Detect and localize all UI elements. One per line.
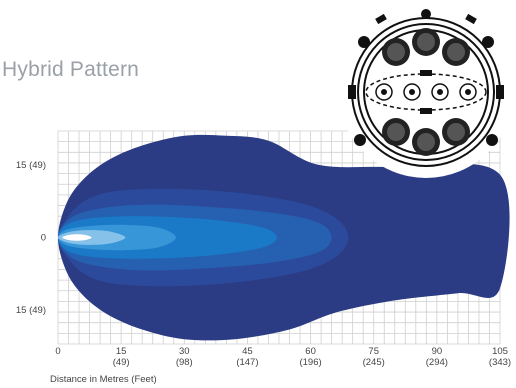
y-tick-label: 0 bbox=[41, 233, 46, 244]
beam-areas bbox=[58, 134, 510, 341]
x-tick-label: 30 bbox=[179, 346, 190, 357]
beam-contour-6 bbox=[62, 234, 92, 241]
x-tick-sublabel: (196) bbox=[299, 357, 321, 368]
x-tick-label: 90 bbox=[432, 346, 443, 357]
y-tick-label: 15 (49) bbox=[16, 305, 46, 316]
x-tick-label: 45 bbox=[242, 346, 253, 357]
x-tick-sublabel: (245) bbox=[363, 357, 385, 368]
x-tick-sublabel: (343) bbox=[489, 357, 511, 368]
x-tick-label: 60 bbox=[305, 346, 316, 357]
x-tick-sublabel: (98) bbox=[176, 357, 193, 368]
y-axis-ticks: 15 (49) 0 15 (49) bbox=[16, 160, 46, 316]
x-axis-label: Distance in Metres (Feet) bbox=[50, 374, 157, 385]
x-tick-sublabel: (147) bbox=[236, 357, 258, 368]
x-tick-label: 105 bbox=[492, 346, 508, 357]
y-tick-label: 15 (49) bbox=[16, 160, 46, 171]
x-axis-ticks: 0 15(49) 30(98) 45(147) 60(196) 75(245) 90(294… bbox=[55, 346, 511, 368]
x-tick-label: 15 bbox=[116, 346, 127, 357]
chart-title: Hybrid Pattern bbox=[2, 58, 140, 81]
x-tick-label: 75 bbox=[368, 346, 379, 357]
round-led-lamp-icon bbox=[338, 2, 514, 178]
x-tick-label: 0 bbox=[55, 346, 60, 357]
x-tick-sublabel: (294) bbox=[426, 357, 448, 368]
x-tick-sublabel: (49) bbox=[113, 357, 130, 368]
